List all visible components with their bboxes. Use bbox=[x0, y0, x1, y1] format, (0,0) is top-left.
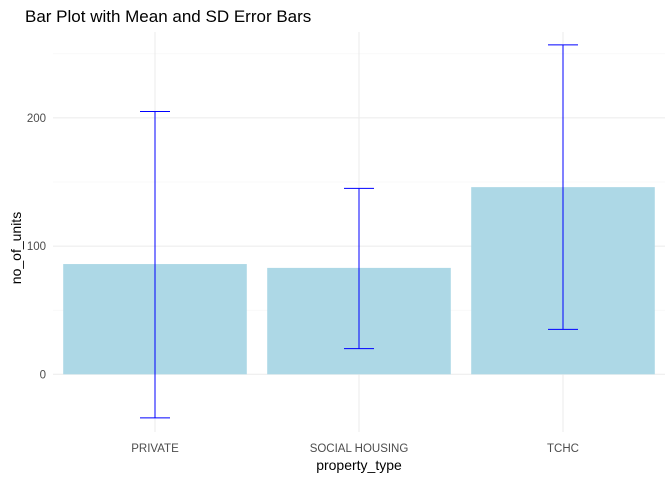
y-axis-title: no_of_units bbox=[8, 212, 24, 284]
error-bar-tchc bbox=[548, 44, 578, 330]
y-tick-label: 100 bbox=[27, 241, 46, 253]
x-tick-label: TCHC bbox=[547, 443, 579, 455]
x-axis-title: property_type bbox=[316, 457, 402, 473]
x-axis-ticks: PRIVATE SOCIAL HOUSING TCHC bbox=[131, 443, 579, 455]
error-bars bbox=[140, 44, 578, 419]
y-tick-label: 200 bbox=[27, 113, 46, 125]
y-tick-label: 0 bbox=[40, 369, 46, 381]
chart-title: Bar Plot with Mean and SD Error Bars bbox=[25, 7, 311, 26]
y-axis-ticks: 0 100 200 bbox=[27, 113, 46, 381]
error-bar-social-housing bbox=[344, 187, 374, 350]
error-bar-private bbox=[140, 110, 170, 419]
x-tick-label: SOCIAL HOUSING bbox=[310, 443, 409, 455]
x-tick-label: PRIVATE bbox=[131, 443, 179, 455]
